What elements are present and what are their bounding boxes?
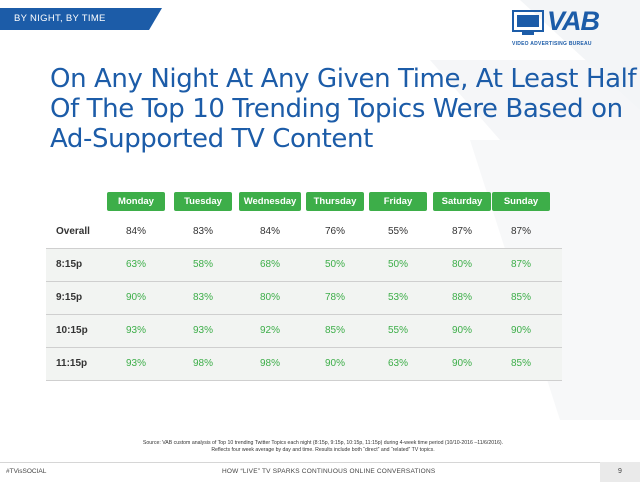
table-cell: 93% [192,325,213,336]
page-number: 9 [600,462,640,482]
title-line-2: Of The Top 10 Trending Topics Were Based… [50,94,623,124]
table-cell: 85% [510,358,531,369]
table-cell: 80% [451,259,472,270]
table-cell: 87% [510,259,531,270]
title-line-3: Ad-Supported TV Content [50,124,373,154]
footer-hashtag: #TVisSOCIAL [6,468,47,475]
row-label: 11:15p [56,358,88,369]
table-cell: 80% [259,292,280,303]
table-cell: 98% [259,358,280,369]
row-label: Overall [56,226,90,237]
section-banner: BY NIGHT, BY TIME [0,8,162,30]
footer-title: HOW “LIVE” TV SPARKS CONTINUOUS ONLINE C… [222,468,436,475]
table-cell: 58% [192,259,213,270]
tv-screen-icon [512,10,544,35]
table-row-915p: 9:15p 90% 83% 80% 78% 53% 88% 85% [46,282,562,315]
table-cell: 84% [259,226,280,237]
table-cell: 83% [192,292,213,303]
table-cell: 98% [192,358,213,369]
table-cell: 87% [510,226,531,237]
table-cell: 55% [387,226,408,237]
day-header-thursday: Thursday [306,192,364,211]
table-cell: 76% [324,226,345,237]
footer: #TVisSOCIAL HOW “LIVE” TV SPARKS CONTINU… [0,462,640,482]
table-cell: 53% [387,292,408,303]
day-header-sunday: Sunday [492,192,550,211]
page-title: On Any Night At Any Given Time, At Least… [50,64,637,154]
table-cell: 90% [451,358,472,369]
row-label: 8:15p [56,259,83,270]
table-cell: 88% [451,292,472,303]
title-line-1: On Any Night At Any Given Time, At Least… [50,64,637,94]
table-cell: 85% [324,325,345,336]
day-header-tuesday: Tuesday [174,192,232,211]
table-row-1015p: 10:15p 93% 93% 92% 85% 55% 90% 90% [46,315,562,348]
day-header-wednesday: Wednesday [239,192,301,211]
table-row-815p: 8:15p 63% 58% 68% 50% 50% 80% 87% [46,249,562,282]
source-line-1: Source: VAB custom analysis of Top 10 tr… [142,440,504,446]
table-cell: 63% [125,259,146,270]
table-cell: 63% [387,358,408,369]
table-cell: 78% [324,292,345,303]
day-header-saturday: Saturday [433,192,491,211]
source-line-2: Reflects four week average by day and ti… [211,447,435,453]
table-cell: 93% [125,325,146,336]
trending-topics-table: Monday Tuesday Wednesday Thursday Friday… [46,189,562,381]
table-row-overall: Overall 84% 83% 84% 76% 55% 87% 87% [46,216,562,249]
table-cell: 90% [324,358,345,369]
table-cell: 90% [451,325,472,336]
logo-wordmark: VAB [547,6,600,36]
day-header-friday: Friday [369,192,427,211]
table-cell: 87% [451,226,472,237]
table-cell: 90% [510,325,531,336]
row-label: 9:15p [56,292,83,303]
table-row-1115p: 11:15p 93% 98% 98% 90% 63% 90% 85% [46,348,562,381]
day-header-monday: Monday [107,192,165,211]
table-cell: 92% [259,325,280,336]
table-cell: 90% [125,292,146,303]
logo-tagline: VIDEO ADVERTISING BUREAU [512,41,592,47]
table-cell: 68% [259,259,280,270]
row-label: 10:15p [56,325,88,336]
table-cell: 93% [125,358,146,369]
table-cell: 85% [510,292,531,303]
table-cell: 50% [387,259,408,270]
table-header-row: Monday Tuesday Wednesday Thursday Friday… [46,189,562,216]
table-cell: 55% [387,325,408,336]
source-note: Source: VAB custom analysis of Top 10 tr… [118,440,528,454]
table-cell: 50% [324,259,345,270]
table-cell: 84% [125,226,146,237]
table-cell: 83% [192,226,213,237]
vab-logo: VAB VIDEO ADVERTISING BUREAU [512,6,634,50]
footer-divider [0,462,600,463]
